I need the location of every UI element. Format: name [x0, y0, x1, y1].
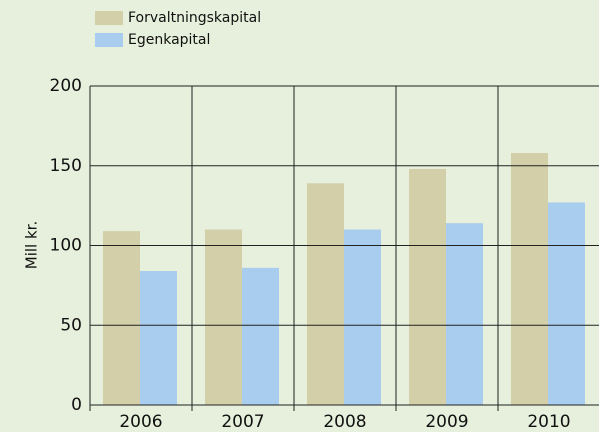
y-axis-label: Mill kr. [23, 221, 41, 269]
x-tick-label: 2010 [527, 412, 570, 432]
x-tick-label: 2007 [221, 412, 264, 432]
y-tick-label: 100 [50, 236, 82, 256]
bar [511, 152, 548, 405]
x-tick-label: 2009 [425, 412, 468, 432]
bar [205, 229, 242, 405]
bar [307, 183, 344, 405]
bar [446, 223, 483, 405]
x-tick-label: 2006 [119, 412, 162, 432]
bar [344, 229, 381, 405]
bar [242, 267, 279, 405]
y-tick-label: 150 [50, 156, 82, 176]
legend-swatch [95, 33, 123, 47]
bar [548, 202, 585, 405]
bar [409, 168, 446, 405]
legend-label: Egenkapital [128, 32, 210, 48]
bar [103, 231, 140, 405]
legend-swatch [95, 11, 123, 25]
y-tick-label: 0 [71, 395, 82, 415]
y-tick-label: 200 [50, 76, 82, 96]
x-tick-label: 2008 [323, 412, 366, 432]
bar [140, 271, 177, 405]
legend-label: Forvaltningskapital [128, 10, 261, 26]
y-tick-label: 50 [60, 315, 82, 335]
